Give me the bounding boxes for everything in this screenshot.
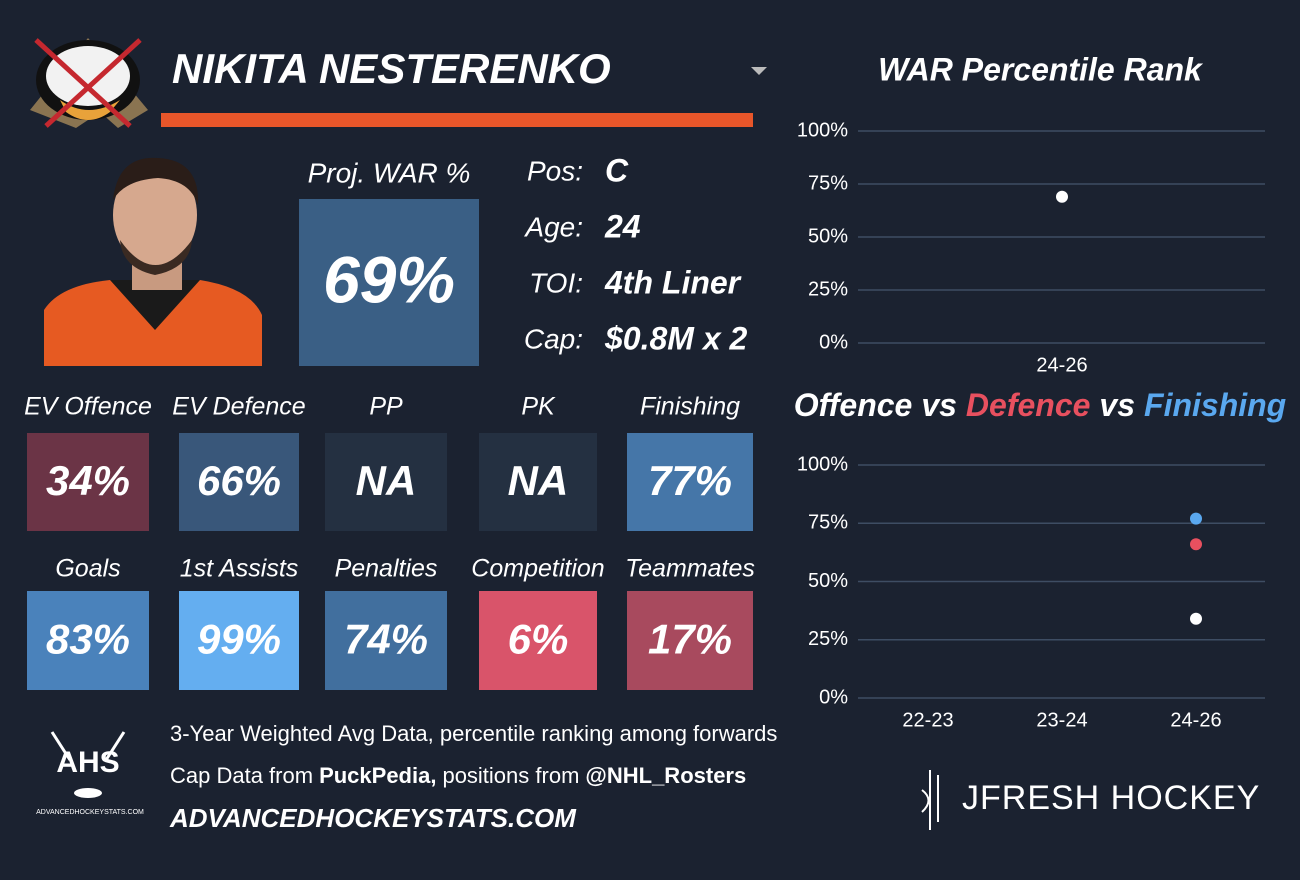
y-tick-label: 0% bbox=[819, 331, 848, 353]
y-tick-label: 0% bbox=[819, 686, 848, 708]
tile-label: 1st Assists bbox=[180, 555, 299, 583]
tile-value: 99% bbox=[197, 616, 281, 663]
y-tick-label: 100% bbox=[797, 119, 848, 141]
footer-text: positions from bbox=[442, 763, 579, 788]
tile-label: Goals bbox=[55, 555, 120, 583]
tile bbox=[27, 433, 149, 531]
y-tick-label: 75% bbox=[808, 172, 848, 194]
tile-value: 6% bbox=[508, 616, 569, 663]
title-part: Finishing bbox=[1144, 387, 1286, 423]
footer-site[interactable]: ADVANCEDHOCKEYSTATS.COM bbox=[169, 803, 577, 833]
info-label: Pos: bbox=[527, 155, 583, 186]
jfresh-logo bbox=[921, 770, 939, 830]
name-underline bbox=[161, 113, 753, 127]
charts: WAR Percentile Rank 0% 25% 50% 75% 100% 24-26 O… bbox=[794, 51, 1286, 731]
tile-value: 83% bbox=[46, 616, 130, 663]
x-tick-label: 24-26 bbox=[1170, 709, 1221, 731]
y-tick-label: 100% bbox=[797, 453, 848, 475]
info-label: Age: bbox=[523, 211, 583, 242]
dot bbox=[1190, 612, 1202, 625]
tile bbox=[179, 433, 299, 531]
tile-label: Competition bbox=[471, 555, 604, 583]
title-part: vs bbox=[1099, 387, 1135, 423]
dot bbox=[1190, 538, 1202, 551]
footer-line2: Cap Data from PuckPedia, positions from @NH… bbox=[170, 763, 746, 788]
info-value: C bbox=[605, 152, 629, 188]
proj-value: 69% bbox=[323, 242, 455, 316]
info-label: Cap: bbox=[524, 323, 583, 354]
footer-source[interactable]: @NHL_Rosters bbox=[585, 763, 746, 788]
proj-box bbox=[299, 199, 479, 366]
tile-value: 34% bbox=[46, 457, 130, 504]
dot bbox=[1190, 512, 1202, 525]
ahs-logo: AHS ADVANCEDHOCKEYSTATS.COM bbox=[36, 731, 144, 816]
y-tick-label: 75% bbox=[808, 512, 848, 534]
y-tick-label: 50% bbox=[808, 225, 848, 247]
tile bbox=[479, 591, 597, 690]
tile bbox=[479, 433, 597, 531]
ahs-logo-text: AHS bbox=[56, 746, 119, 779]
x-tick-label: 24-26 bbox=[1036, 354, 1087, 376]
tile-label: EV Offence bbox=[24, 393, 152, 421]
tile-label: Teammates bbox=[625, 555, 755, 583]
footer-text: Cap Data from bbox=[170, 763, 313, 788]
chart-title: Offence vs Defence vs Finishing bbox=[794, 387, 1286, 423]
tile-value: NA bbox=[508, 457, 569, 504]
tile bbox=[325, 433, 447, 531]
y-tick-label: 50% bbox=[808, 570, 848, 592]
tile-value: 77% bbox=[648, 457, 732, 504]
info-label: TOI: bbox=[529, 267, 583, 298]
ahs-logo-caption: ADVANCEDHOCKEYSTATS.COM bbox=[36, 809, 144, 816]
info-value: 4th Liner bbox=[604, 264, 742, 300]
tile-label: Finishing bbox=[640, 393, 740, 421]
brand: JFRESH HOCKEY bbox=[962, 779, 1260, 817]
x-tick-label: 23-24 bbox=[1036, 709, 1087, 731]
tile-label: Penalties bbox=[335, 555, 438, 583]
tile bbox=[27, 591, 149, 690]
info-value: 24 bbox=[604, 208, 641, 244]
title-part: Defence bbox=[966, 387, 1091, 423]
tile bbox=[627, 433, 753, 531]
tile-value: NA bbox=[356, 457, 417, 504]
info-value: $0.8M x 2 bbox=[604, 320, 748, 356]
tiles: EV Offence 34% EV Defence 66% PP NA PK NA Finish… bbox=[24, 393, 755, 690]
tile-value: 74% bbox=[344, 616, 428, 663]
tile bbox=[325, 591, 447, 690]
tile-label: PK bbox=[521, 393, 556, 421]
tile-value: 66% bbox=[197, 457, 281, 504]
info: Pos: C Age: 24 TOI: 4th Liner Cap: $0.8M x 2 bbox=[523, 152, 747, 356]
tile-label: EV Defence bbox=[172, 393, 305, 421]
proj-label: Proj. WAR % bbox=[308, 157, 471, 188]
tile-label: PP bbox=[369, 393, 403, 421]
chart-title: WAR Percentile Rank bbox=[878, 51, 1204, 87]
tile bbox=[179, 591, 299, 690]
y-tick-label: 25% bbox=[808, 278, 848, 300]
x-tick-label: 22-23 bbox=[902, 709, 953, 731]
footer-source[interactable]: PuckPedia, bbox=[319, 763, 436, 788]
dot bbox=[1056, 190, 1068, 203]
player-name: NIKITA NESTERENKO bbox=[172, 45, 611, 92]
dropdown-caret[interactable] bbox=[751, 67, 767, 75]
tile bbox=[627, 591, 753, 690]
player-photo bbox=[44, 157, 262, 366]
footer-line1: 3-Year Weighted Avg Data, percentile ran… bbox=[170, 721, 777, 746]
tile-value: 17% bbox=[648, 616, 732, 663]
team-logo bbox=[30, 38, 148, 128]
title-part: Offence bbox=[794, 387, 913, 423]
y-tick-label: 25% bbox=[808, 628, 848, 650]
title-part: vs bbox=[921, 387, 957, 423]
